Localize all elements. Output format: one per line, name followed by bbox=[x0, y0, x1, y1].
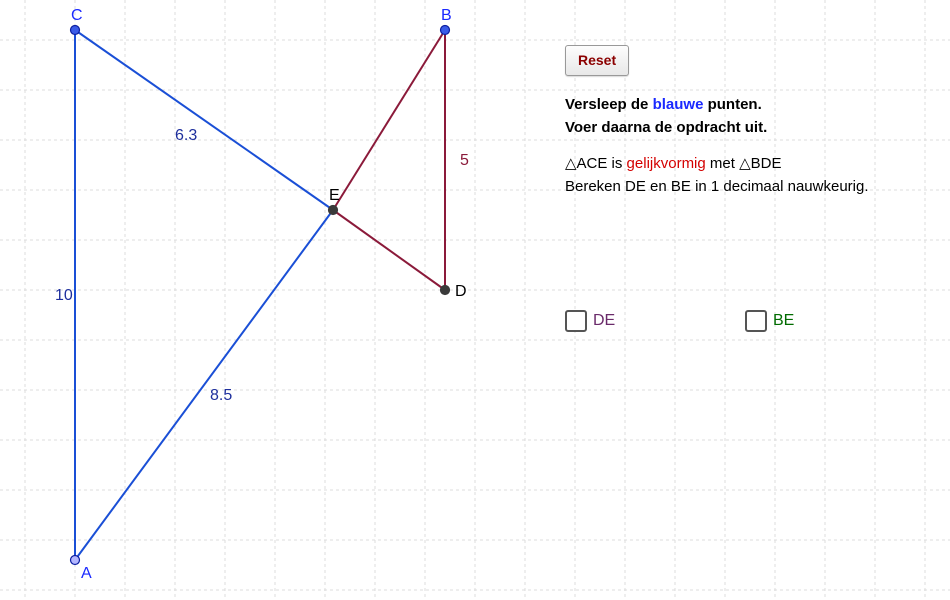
instr1b-blue: blauwe bbox=[653, 96, 704, 113]
point-A[interactable] bbox=[71, 556, 80, 565]
point-labels: A C B D E bbox=[71, 7, 467, 582]
point-B[interactable] bbox=[441, 26, 450, 35]
point-E bbox=[329, 206, 338, 215]
checkbox-de[interactable] bbox=[565, 310, 587, 332]
point-label-E: E bbox=[329, 187, 340, 204]
instr3b-red: gelijkvormig bbox=[627, 155, 706, 172]
instruction-line-4: Bereken DE en BE in 1 decimaal nauwkeuri… bbox=[565, 176, 935, 199]
edge-length-labels: 10 6.3 8.5 5 bbox=[55, 127, 469, 404]
checkbox-be-row[interactable]: BE bbox=[745, 310, 794, 332]
point-label-D: D bbox=[455, 283, 467, 300]
edge-label-5: 5 bbox=[460, 152, 469, 169]
checkbox-de-row[interactable]: DE bbox=[565, 310, 615, 332]
edge-CE bbox=[75, 30, 333, 210]
instruction-line-2: Voer daarna de opdracht uit. bbox=[565, 117, 935, 140]
edge-DE bbox=[333, 210, 445, 290]
point-D bbox=[441, 286, 450, 295]
checkbox-be-label: BE bbox=[773, 312, 794, 330]
instr3a: △ACE is bbox=[565, 155, 627, 172]
reset-button[interactable]: Reset bbox=[565, 45, 629, 76]
edge-label-8.5: 8.5 bbox=[210, 387, 232, 404]
edge-EB bbox=[333, 30, 445, 210]
checkbox-de-label: DE bbox=[593, 312, 615, 330]
points-group[interactable] bbox=[71, 26, 450, 565]
point-C[interactable] bbox=[71, 26, 80, 35]
edge-label-6.3: 6.3 bbox=[175, 127, 197, 144]
edge-EA bbox=[75, 210, 333, 560]
point-label-B: B bbox=[441, 7, 452, 24]
instr1a: Versleep de bbox=[565, 96, 653, 113]
point-label-A: A bbox=[81, 565, 92, 582]
instruction-line-1: Versleep de blauwe punten. bbox=[565, 94, 935, 117]
instr1c: punten. bbox=[703, 96, 761, 113]
triangle-edges bbox=[75, 30, 445, 560]
instruction-line-3: △ACE is gelijkvormig met △BDE bbox=[565, 153, 935, 176]
instr3c: met △BDE bbox=[706, 155, 782, 172]
edge-label-10: 10 bbox=[55, 287, 73, 304]
instructions-panel: Reset Versleep de blauwe punten. Voer da… bbox=[565, 45, 935, 198]
checkbox-be[interactable] bbox=[745, 310, 767, 332]
point-label-C: C bbox=[71, 7, 83, 24]
canvas: 106.38.55 ACBDE Reset Versleep de blauwe… bbox=[0, 0, 950, 600]
